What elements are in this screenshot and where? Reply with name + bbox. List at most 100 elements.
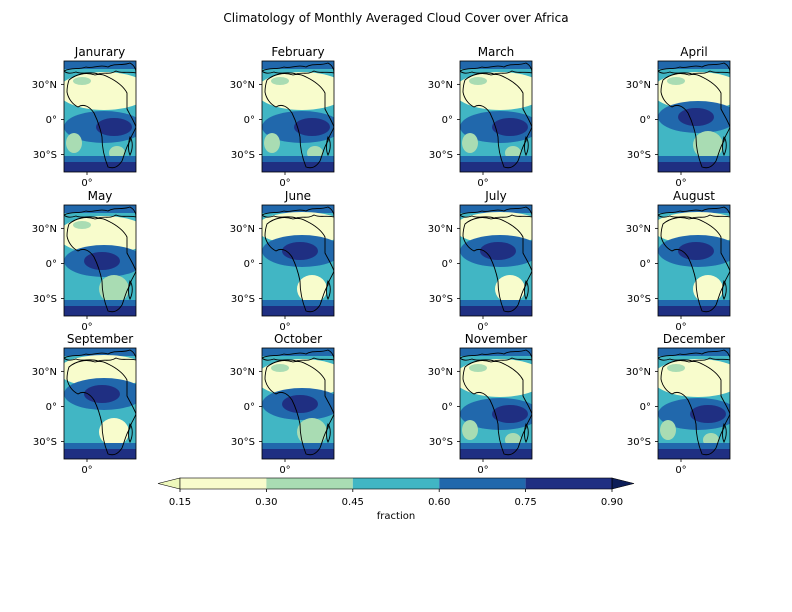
cloud-field <box>658 61 730 172</box>
panel-frame <box>63 204 137 317</box>
y-tick-label: 30°N <box>32 80 57 91</box>
cloud-field <box>658 205 730 316</box>
north-band <box>262 205 334 213</box>
south-band-edge <box>262 300 334 306</box>
colorbar-tick-label: 0.30 <box>255 497 277 508</box>
south-band <box>460 161 532 172</box>
panel-frame <box>261 204 335 317</box>
map-panel: November 30°N 0° 30°S 0° <box>428 332 533 476</box>
south-clear <box>693 275 723 303</box>
y-tick-label: 30°S <box>429 294 453 305</box>
panel-frame <box>459 204 533 317</box>
south-band-edge <box>64 156 136 162</box>
panel-title: March <box>478 45 515 59</box>
sahara-clear <box>262 212 334 244</box>
panel-frame <box>261 60 335 173</box>
y-tick-label: 30°N <box>626 224 651 235</box>
south-band <box>460 305 532 316</box>
y-tick-label: 30°S <box>231 150 255 161</box>
cloud-field <box>658 348 730 459</box>
light-patch <box>667 77 685 85</box>
south-band <box>262 448 334 459</box>
y-tick-label: 0° <box>640 402 651 413</box>
colorbar-tick-label: 0.90 <box>601 497 623 508</box>
y-tick-label: 0° <box>244 115 255 126</box>
map-panel: May 30°N 0° 30°S 0° <box>32 189 137 333</box>
atlantic-light <box>462 420 478 440</box>
x-tick-label: 0° <box>279 465 290 476</box>
colorbar-tick-label: 0.75 <box>514 497 536 508</box>
x-tick-label: 0° <box>477 465 488 476</box>
y-tick-label: 0° <box>442 115 453 126</box>
panel-title: July <box>484 189 507 203</box>
y-tick-label: 30°S <box>231 294 255 305</box>
y-tick-label: 30°N <box>428 80 453 91</box>
colorbar: 0.15 0.30 0.45 0.60 0.75 0.90 fraction <box>157 477 635 522</box>
x-tick-label: 0° <box>477 178 488 189</box>
panel-frame <box>63 60 137 173</box>
panel-title: May <box>88 189 113 203</box>
x-tick-label: 0° <box>477 322 488 333</box>
y-tick-label: 30°N <box>32 367 57 378</box>
cloud-field <box>460 61 532 172</box>
panel-title: September <box>67 332 133 346</box>
y-tick-label: 30°S <box>33 150 57 161</box>
belt-core <box>96 118 132 136</box>
light-patch <box>469 77 487 85</box>
atlantic-light <box>66 133 82 153</box>
belt-core <box>282 395 318 413</box>
y-tick-label: 30°N <box>230 224 255 235</box>
colorbar-label: fraction <box>377 511 415 522</box>
panel-title: February <box>271 45 324 59</box>
panel-frame <box>459 60 533 173</box>
x-tick-label: 0° <box>675 178 686 189</box>
x-tick-label: 0° <box>81 465 92 476</box>
y-tick-label: 30°S <box>627 437 651 448</box>
south-clear <box>99 418 129 446</box>
south-band-edge <box>658 156 730 162</box>
colorbar-tick-label: 0.15 <box>169 497 191 508</box>
colorbar-tick-label: 0.60 <box>428 497 450 508</box>
belt-core <box>84 252 120 270</box>
colorbar-ticks: 0.15 0.30 0.45 0.60 0.75 0.90 <box>169 489 623 508</box>
north-band <box>460 205 532 213</box>
colorbar-segment <box>525 478 612 489</box>
north-band <box>262 61 334 69</box>
y-tick-label: 30°N <box>428 224 453 235</box>
y-tick-label: 0° <box>442 259 453 270</box>
map-panel: April 30°N 0° 30°S 0° <box>626 45 731 189</box>
figure-title: Climatology of Monthly Averaged Cloud Co… <box>223 11 568 25</box>
x-tick-label: 0° <box>675 465 686 476</box>
cloud-field <box>460 205 532 316</box>
cloud-field <box>64 348 136 459</box>
south-band-edge <box>460 443 532 449</box>
south-band-edge <box>658 300 730 306</box>
panel-title: October <box>274 332 322 346</box>
map-panel: October 30°N 0° 30°S 0° <box>230 332 335 476</box>
south-band <box>658 161 730 172</box>
colorbar-segments <box>157 477 635 490</box>
south-band-edge <box>64 443 136 449</box>
y-tick-label: 30°S <box>231 437 255 448</box>
belt-core <box>84 385 120 403</box>
belt-core <box>492 118 528 136</box>
south-band-edge <box>658 443 730 449</box>
south-band-edge <box>262 443 334 449</box>
north-band <box>658 61 730 69</box>
south-band <box>64 161 136 172</box>
x-tick-label: 0° <box>279 178 290 189</box>
south-band-edge <box>64 300 136 306</box>
south-band <box>460 448 532 459</box>
north-band <box>658 348 730 356</box>
colorbar-segment <box>266 478 353 489</box>
y-tick-label: 30°N <box>428 367 453 378</box>
light-patch <box>667 364 685 372</box>
cloud-field <box>460 348 532 459</box>
map-panel: September 30°N 0° 30°S 0° <box>32 332 137 476</box>
y-tick-label: 0° <box>46 402 57 413</box>
y-tick-label: 0° <box>442 402 453 413</box>
colorbar-outline <box>179 477 613 490</box>
panel-title: August <box>673 189 715 203</box>
x-tick-label: 0° <box>81 322 92 333</box>
south-band <box>658 448 730 459</box>
